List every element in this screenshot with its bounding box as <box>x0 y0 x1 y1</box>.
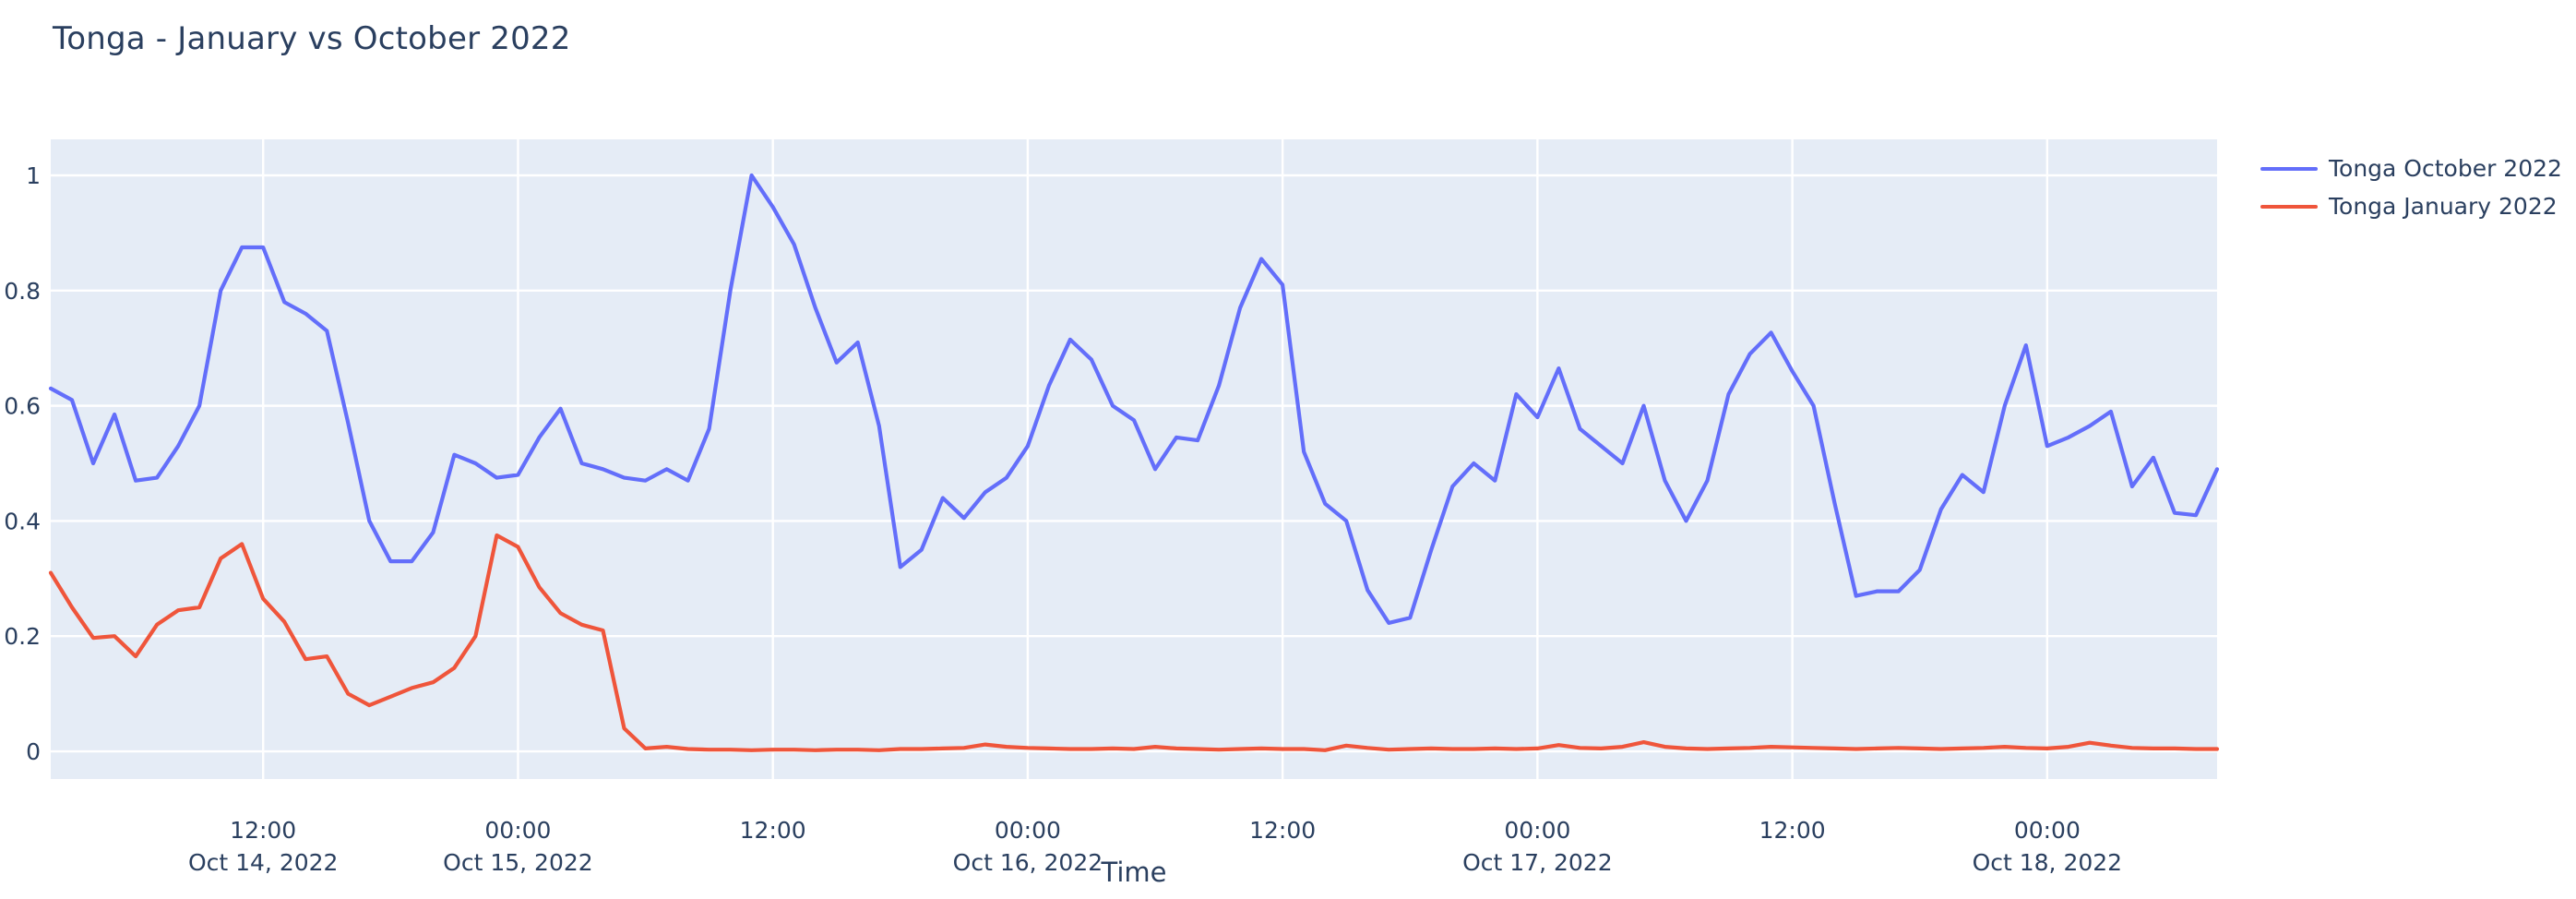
x-tick-time-label: 00:00 <box>2014 817 2081 844</box>
series-october-line <box>48 173 2220 626</box>
legend-item-october[interactable]: Tonga October 2022 <box>2260 155 2562 182</box>
legend-line-october-icon <box>2260 166 2318 171</box>
y-tick-label: 0 <box>26 738 41 765</box>
x-tick-time-label: 12:00 <box>1249 817 1316 844</box>
x-tick-time-label: 12:00 <box>740 817 806 844</box>
x-tick-time-label: 00:00 <box>484 817 551 844</box>
x-tick-time-label: 00:00 <box>1504 817 1570 844</box>
legend-item-january[interactable]: Tonga January 2022 <box>2260 193 2562 220</box>
y-tick-label: 1 <box>26 162 41 189</box>
y-tick-label: 0.6 <box>4 393 41 420</box>
x-tick-date-label: Oct 15, 2022 <box>443 849 593 876</box>
x-tick-time-label: 00:00 <box>995 817 1061 844</box>
plot-area[interactable] <box>51 139 2217 779</box>
x-tick-date-label: Oct 16, 2022 <box>953 849 1103 876</box>
x-tick-labels: 12:00 Oct 14, 2022 00:00 Oct 15, 2022 12:00 0… <box>188 817 2122 876</box>
y-tick-labels: 0 0.2 0.4 0.6 0.8 1 <box>4 162 41 765</box>
legend-line-january-icon <box>2260 204 2318 209</box>
gridlines <box>51 139 2217 779</box>
chart-title: Tonga - January vs October 2022 <box>53 20 571 57</box>
x-tick-date-label: Oct 17, 2022 <box>1462 849 1613 876</box>
y-tick-label: 0.8 <box>4 278 41 305</box>
legend-label-october: Tonga October 2022 <box>2329 155 2562 182</box>
series-january-line <box>48 533 2220 752</box>
legend: Tonga October 2022 Tonga January 2022 <box>2260 155 2562 220</box>
legend-label-january: Tonga January 2022 <box>2329 193 2558 220</box>
x-tick-time-label: 12:00 <box>230 817 296 844</box>
y-tick-label: 0.4 <box>4 508 41 534</box>
x-tick-time-label: 12:00 <box>1759 817 1826 844</box>
x-tick-date-label: Oct 14, 2022 <box>188 849 339 876</box>
x-axis-title: Time <box>1101 857 1167 888</box>
x-tick-date-label: Oct 18, 2022 <box>1973 849 2123 876</box>
y-tick-label: 0.2 <box>4 623 41 650</box>
